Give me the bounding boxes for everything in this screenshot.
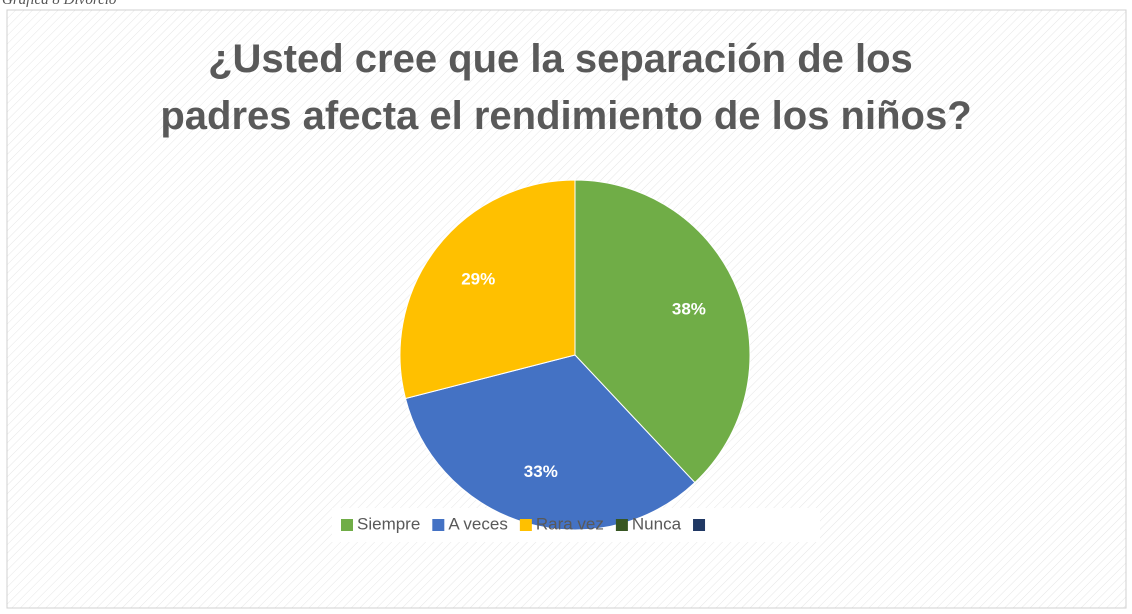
legend-label: Rara vez [536,514,604,533]
legend-swatch [693,519,706,531]
caption: Gráfica 8 Divorcio [2,0,117,8]
legend-swatch [341,519,353,531]
data-label: 33% [524,462,558,481]
pie-slice [399,179,576,400]
legend-swatch [519,519,532,531]
pie-slice [574,179,751,484]
legend-swatch [432,519,445,531]
title-line: padres afecta el rendimiento de los niño… [160,94,971,138]
legend-swatch [615,519,628,531]
legend-label: A veces [448,514,508,533]
chart-title: ¿Usted cree que la separación de los pad… [160,37,971,138]
legend-label: Siempre [357,514,420,533]
title-line: ¿Usted cree que la separación de los [208,37,913,81]
data-label: 29% [461,269,495,288]
legend-label: Nunca [632,514,682,533]
data-label: 38% [672,299,706,318]
